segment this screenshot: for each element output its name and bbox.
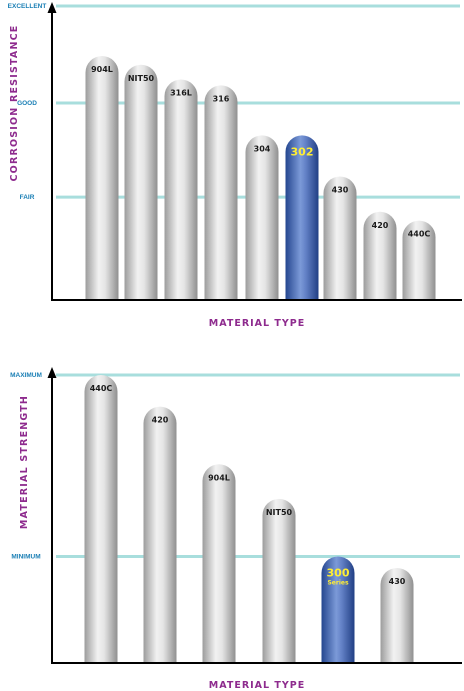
corrosion-bar-302	[285, 135, 319, 300]
strength-bar-label-440c: 440C	[90, 384, 113, 393]
corrosion-bar-304	[245, 135, 279, 300]
strength-bar-label-nit50: NIT50	[266, 508, 293, 517]
corrosion-level-label-good: GOOD	[17, 100, 37, 107]
strength-level-label-minimum: MINIMUM	[11, 553, 40, 560]
corrosion-bar-label-316l: 316L	[170, 89, 192, 98]
corrosion-y-axis-title: CORROSION RESISTANCE	[9, 25, 20, 182]
strength-bar-420	[143, 406, 177, 663]
strength-axes	[51, 377, 462, 664]
strength-bar-label-300: 300	[327, 566, 350, 579]
corrosion-bar-904l	[85, 55, 119, 300]
corrosion-bar-440c	[402, 220, 436, 300]
strength-bar-label-420: 420	[152, 416, 169, 425]
strength-bar-430	[380, 567, 414, 663]
strength-y-arrowhead	[47, 367, 57, 378]
corrosion-bar-label-904l: 904L	[91, 65, 113, 74]
strength-bar-label-904l: 904L	[208, 473, 230, 482]
corrosion-bar-316l	[164, 79, 198, 300]
strength-chart: MAXIMUM MINIMUM 440C 420 904L NIT50 300Series…	[10, 367, 462, 691]
corrosion-chart: EXCELLENT GOOD FAIR 904L NIT50 316L 316 304 302…	[8, 2, 462, 329]
corrosion-bar-label-430: 430	[332, 186, 349, 195]
corrosion-bar-label-420: 420	[372, 221, 389, 230]
strength-bar-440c	[84, 375, 118, 663]
strength-bar-nit50	[262, 498, 296, 663]
strength-y-axis-title: MATERIAL STRENGTH	[19, 395, 30, 529]
corrosion-level-label-fair: FAIR	[20, 194, 35, 201]
corrosion-level-label-excellent: EXCELLENT	[8, 3, 47, 10]
strength-reference-lines	[56, 373, 460, 558]
corrosion-bars: 904L NIT50 316L 316 304 302 430 420 440C	[85, 55, 436, 300]
corrosion-y-arrowhead	[47, 2, 57, 13]
corrosion-bar-label-nit50: NIT50	[128, 74, 155, 83]
corrosion-level-labels: EXCELLENT GOOD FAIR	[8, 3, 47, 201]
corrosion-bar-430	[323, 176, 357, 300]
corrosion-bar-label-440c: 440C	[408, 230, 431, 239]
corrosion-bar-420	[363, 211, 397, 300]
strength-x-axis-title: MATERIAL TYPE	[209, 680, 305, 691]
corrosion-bar-label-316: 316	[213, 94, 230, 103]
corrosion-bar-316	[204, 85, 238, 300]
corrosion-bar-nit50	[124, 64, 158, 300]
strength-bar-904l	[202, 464, 236, 663]
corrosion-bar-label-302: 302	[291, 145, 314, 158]
corrosion-x-axis-title: MATERIAL TYPE	[209, 318, 305, 329]
corrosion-axes	[51, 12, 462, 301]
strength-level-labels: MAXIMUM MINIMUM	[10, 372, 42, 560]
corrosion-bar-label-304: 304	[254, 144, 271, 153]
strength-bar-300	[321, 556, 355, 663]
strength-bar-sublabel-300: Series	[327, 579, 348, 586]
strength-level-label-maximum: MAXIMUM	[10, 372, 42, 379]
strength-bar-label-430: 430	[389, 577, 406, 586]
